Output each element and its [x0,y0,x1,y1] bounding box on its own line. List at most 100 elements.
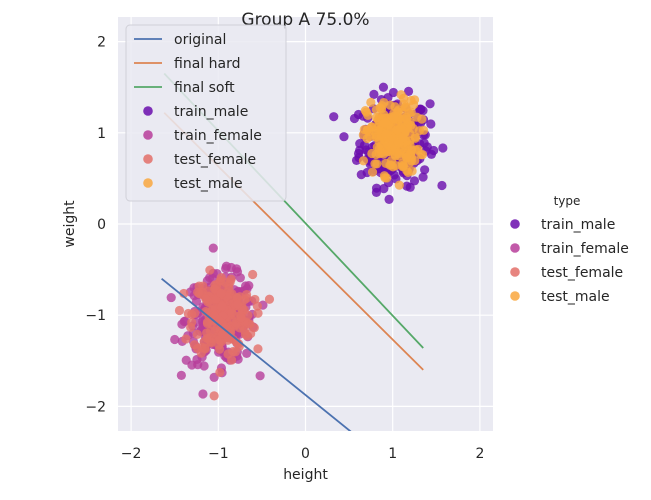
legend-label: original [174,32,226,48]
data-point [418,172,428,182]
legend-label: test_female [174,152,256,168]
line-original [161,278,352,431]
data-point [189,340,199,350]
data-point [417,114,427,124]
data-point [370,159,380,169]
data-point [226,274,236,284]
data-point [201,306,211,317]
legend-marker-swatch [143,178,153,188]
legend-label: train_male [174,104,248,120]
data-point [216,288,226,298]
data-point [366,97,376,107]
data-point [349,113,360,124]
data-point [210,284,220,294]
data-point [240,329,250,339]
data-point [402,114,412,124]
data-point [410,133,420,143]
y-axis-label: weight [62,200,78,248]
data-point [166,292,176,303]
data-point [384,194,394,204]
data-point [205,265,215,275]
data-point [409,95,420,105]
data-point [209,391,219,401]
data-point [211,294,221,304]
data-point [198,389,208,399]
data-point [223,349,233,359]
data-point [437,180,447,191]
data-point [358,156,369,166]
data-point [394,180,404,190]
legend-marker-swatch [510,267,520,277]
data-point [409,176,420,186]
legend-label: test_male [541,289,610,305]
data-point [241,289,252,300]
data-point [202,328,212,338]
data-point [170,334,180,345]
data-point [339,132,349,142]
data-point [192,329,202,339]
data-point [416,150,426,160]
scatter-points [166,82,448,401]
data-point [367,167,378,177]
data-point [264,294,275,304]
legend-marker-swatch [143,130,153,140]
data-point [174,305,185,316]
data-point [407,166,417,176]
data-point [401,152,412,163]
data-point [419,138,429,148]
series-test_female [174,265,275,401]
y-tick-label: 0 [97,217,106,233]
data-point [419,125,429,135]
data-point [226,262,236,273]
legend-label: final soft [174,80,235,96]
data-point [388,87,399,98]
y-tick-label: 2 [97,35,106,51]
data-point [255,371,265,381]
data-point [201,294,211,304]
x-tick-label: 2 [475,446,484,462]
data-point [376,148,387,158]
legend-marker-swatch [510,219,520,229]
data-point [242,348,252,359]
series-test_male [358,90,429,190]
legend-label: train_male [541,217,615,233]
data-point [367,148,377,159]
data-point [371,113,381,123]
inner-legend: original final hard final soft train_maletr… [125,24,287,202]
data-point [177,319,187,329]
data-point [235,273,245,283]
legend-label: train_female [541,241,629,257]
data-point [196,348,206,358]
data-point [329,112,339,122]
data-point [403,86,414,96]
outer-legend: type train_male train_female test_femaletes… [510,194,629,305]
x-tick-label: −1 [208,446,229,462]
data-point [224,283,234,293]
data-point [208,243,218,253]
data-point [420,165,430,175]
y-tick-label: −2 [85,399,106,415]
data-point [217,301,227,311]
legend-label: test_female [541,265,623,281]
legend-marker-swatch [510,243,520,253]
data-point [253,308,263,318]
data-point [389,114,399,124]
legend-marker-swatch [143,154,153,164]
data-point [374,136,384,147]
data-point [181,334,191,344]
data-point [379,184,389,194]
data-point [233,299,243,310]
x-tick-label: −2 [121,446,142,462]
data-point [398,162,408,172]
data-point [429,145,439,156]
data-point [396,122,406,133]
data-point [390,102,400,112]
data-point [401,102,411,112]
data-point [378,82,389,92]
y-tick-label: −1 [85,308,106,324]
data-point [215,367,225,378]
data-point [176,370,186,380]
data-point [373,125,383,135]
legend-marker-swatch [143,106,153,116]
